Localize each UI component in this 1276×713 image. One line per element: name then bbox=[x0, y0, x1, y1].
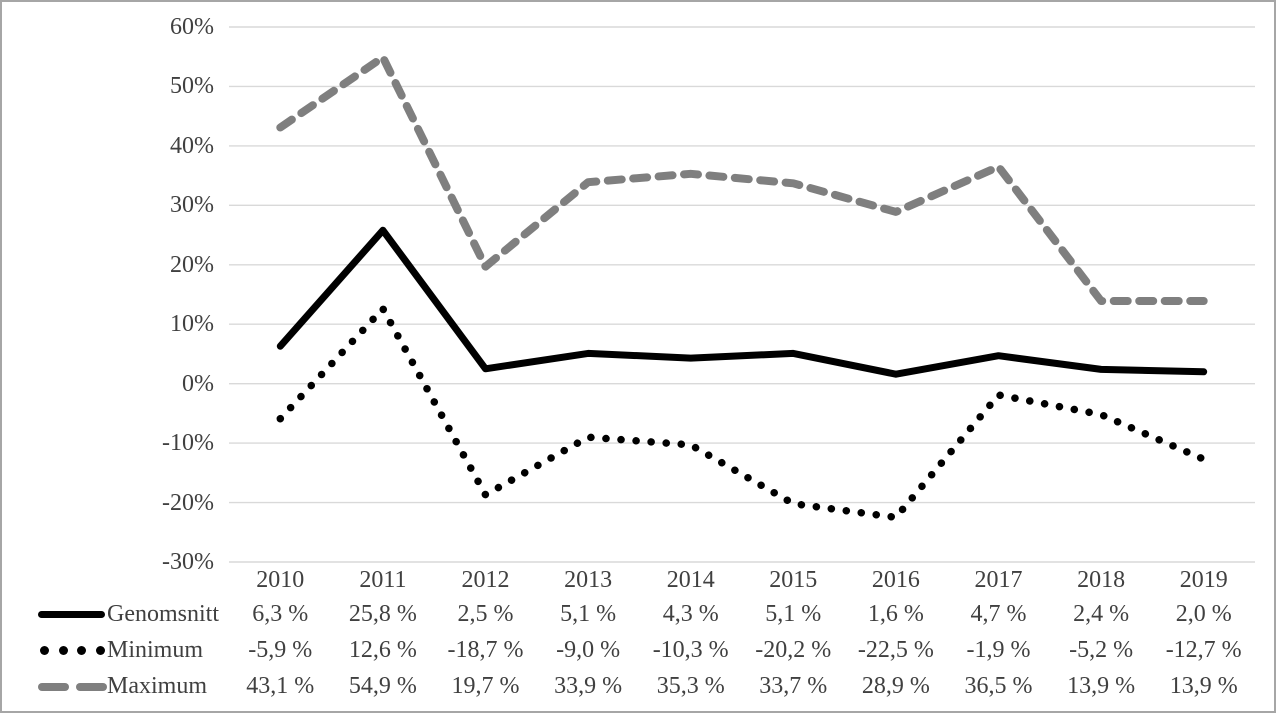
table-cell-genomsnitt-2017: 4,7 % bbox=[970, 601, 1027, 627]
legend-row-genomsnitt: Genomsnitt bbox=[38, 601, 219, 628]
table-cell-genomsnitt-2016: 1,6 % bbox=[867, 601, 924, 627]
solid-line-icon bbox=[38, 601, 107, 628]
x-axis-year-label: 2011 bbox=[359, 567, 407, 593]
table-cell-genomsnitt-2010: 6,3 % bbox=[252, 601, 309, 627]
table-cell-maximum-2013: 33,9 % bbox=[554, 673, 623, 699]
table-cell-maximum-2019: 13,9 % bbox=[1169, 673, 1238, 699]
y-axis-tick-label: 60% bbox=[170, 14, 214, 40]
table-cell-genomsnitt-2013: 5,1 % bbox=[560, 601, 617, 627]
y-axis-tick-label: 30% bbox=[170, 192, 214, 219]
legend-label-maximum: Maximum bbox=[107, 673, 207, 699]
table-cell-minimum-2015: -20,2 % bbox=[755, 637, 832, 663]
dotted-line-icon bbox=[38, 637, 107, 664]
legend-label-minimum: Minimum bbox=[107, 637, 204, 663]
table-cell-genomsnitt-2014: 4,3 % bbox=[662, 601, 719, 627]
table-cell-minimum-2012: -18,7 % bbox=[447, 637, 524, 663]
table-cell-genomsnitt-2018: 2,4 % bbox=[1073, 601, 1130, 627]
series-line-genomsnitt bbox=[276, 226, 1208, 378]
series-line-minimum bbox=[276, 305, 1208, 522]
dashed-line-icon bbox=[38, 673, 107, 700]
table-cell-minimum-2019: -12,7 % bbox=[1165, 637, 1242, 663]
legend-row-minimum: Minimum bbox=[38, 637, 203, 664]
table-cell-maximum-2018: 13,9 % bbox=[1067, 673, 1136, 699]
table-cell-maximum-2017: 36,5 % bbox=[964, 673, 1033, 699]
table-cell-genomsnitt-2012: 2,5 % bbox=[457, 601, 514, 627]
x-axis-year-label: 2017 bbox=[974, 567, 1023, 593]
table-cell-minimum-2010: -5,9 % bbox=[248, 637, 313, 663]
x-axis-year-label: 2019 bbox=[1179, 567, 1228, 593]
table-cell-minimum-2013: -9,0 % bbox=[556, 637, 621, 663]
table-cell-genomsnitt-2015: 5,1 % bbox=[765, 601, 822, 627]
table-cell-maximum-2014: 35,3 % bbox=[656, 673, 725, 699]
table-cell-maximum-2016: 28,9 % bbox=[861, 673, 930, 699]
y-axis-tick-label: -30% bbox=[162, 549, 214, 575]
x-axis-year-label: 2013 bbox=[564, 567, 613, 593]
y-axis-tick-label: 0% bbox=[182, 370, 214, 397]
table-cell-minimum-2016: -22,5 % bbox=[857, 637, 934, 663]
y-axis-tick-label: 10% bbox=[170, 311, 214, 338]
x-axis-year-label: 2016 bbox=[871, 567, 920, 593]
table-cell-maximum-2010: 43,1 % bbox=[246, 673, 315, 699]
y-axis-tick-label: -10% bbox=[162, 430, 214, 457]
y-axis-tick-label: -20% bbox=[162, 489, 214, 516]
table-cell-genomsnitt-2011: 25,8 % bbox=[348, 601, 417, 627]
x-axis-year-label: 2015 bbox=[769, 567, 818, 593]
y-axis-tick-label: 50% bbox=[170, 73, 214, 100]
x-axis-year-label: 2010 bbox=[256, 567, 305, 593]
y-axis-tick-label: 40% bbox=[170, 132, 214, 159]
y-axis-tick-label: 20% bbox=[170, 251, 214, 278]
legend-label-genomsnitt: Genomsnitt bbox=[107, 601, 219, 627]
table-cell-minimum-2011: 12,6 % bbox=[348, 637, 417, 663]
table-cell-minimum-2017: -1,9 % bbox=[966, 637, 1031, 663]
legend-row-maximum: Maximum bbox=[38, 673, 207, 700]
table-cell-maximum-2015: 33,7 % bbox=[759, 673, 828, 699]
x-axis-year-label: 2018 bbox=[1077, 567, 1126, 593]
x-axis-year-label: 2014 bbox=[666, 567, 715, 593]
x-axis-year-label: 2012 bbox=[461, 567, 510, 593]
table-cell-maximum-2011: 54,9 % bbox=[348, 673, 417, 699]
table-cell-minimum-2014: -10,3 % bbox=[652, 637, 729, 663]
table-cell-minimum-2018: -5,2 % bbox=[1069, 637, 1134, 663]
series-line-maximum bbox=[276, 53, 1208, 305]
table-cell-maximum-2012: 19,7 % bbox=[451, 673, 520, 699]
table-cell-genomsnitt-2019: 2,0 % bbox=[1175, 601, 1232, 627]
